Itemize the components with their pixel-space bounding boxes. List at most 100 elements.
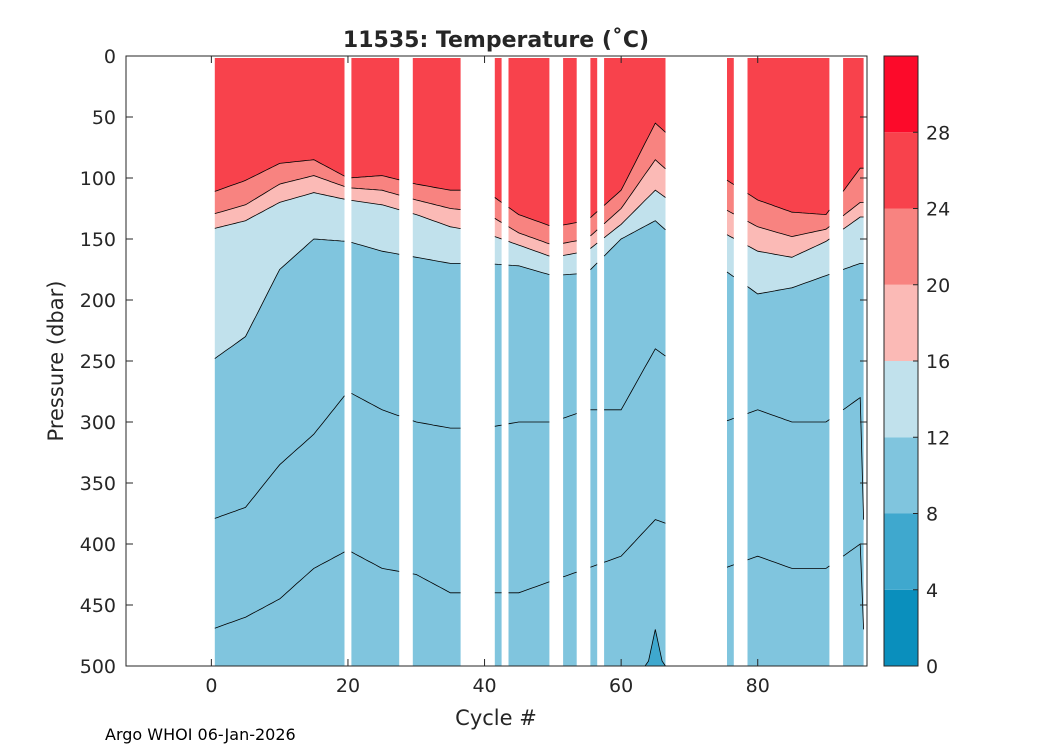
isotherm-line <box>508 264 550 275</box>
colorbar-swatch <box>884 56 918 133</box>
isotherm-line <box>562 571 577 578</box>
band-24-28 <box>494 58 502 203</box>
colorbar-tick-label: 24 <box>926 199 950 221</box>
band-16-20 <box>494 218 502 239</box>
isotherm-line <box>351 200 400 211</box>
isotherm-line <box>604 629 666 666</box>
isotherm-line <box>747 193 830 216</box>
y-tick-label: 200 <box>80 290 116 312</box>
y-axis-label: Pressure (dbar) <box>44 281 68 442</box>
isotherm-line <box>590 564 598 568</box>
band-20-24 <box>494 197 502 223</box>
band-20-24 <box>412 183 461 210</box>
isotherm-line <box>214 159 345 192</box>
isotherm-line <box>726 234 734 239</box>
band-8-12 <box>843 263 864 666</box>
isotherm-line <box>508 581 550 594</box>
isotherm-line <box>747 274 830 295</box>
colorbar: 0 4 8 12 16 20 24 28 <box>883 55 950 678</box>
isotherm-line <box>351 551 400 572</box>
isotherm-line <box>603 189 666 239</box>
isotherm-line <box>214 238 345 359</box>
footer-credit: Argo WHOI 06-Jan-2026 <box>105 725 296 744</box>
isotherm-line <box>351 392 400 417</box>
band-16-20 <box>727 210 734 239</box>
band-24-28 <box>508 58 550 226</box>
band-24-28 <box>590 58 598 218</box>
y-tick-label: 350 <box>80 473 116 495</box>
y-tick-label: 500 <box>80 656 116 678</box>
isotherm-line <box>412 420 461 429</box>
isotherm-line <box>603 122 666 206</box>
isotherm-line <box>726 271 735 278</box>
band-12-16 <box>843 217 864 270</box>
data-segment <box>412 58 461 666</box>
band-8-12 <box>214 239 345 666</box>
band-20-24 <box>747 193 830 237</box>
band-24-28 <box>563 58 577 225</box>
isotherm-line <box>351 175 400 181</box>
band-20-24 <box>604 123 666 224</box>
x-tick-label: 20 <box>336 675 360 697</box>
x-tick-label: 40 <box>472 675 496 697</box>
band-16-20 <box>843 202 864 230</box>
isotherm-line <box>842 167 864 192</box>
band-16-20 <box>747 221 830 258</box>
band-8-12 <box>747 274 830 666</box>
isotherm-line <box>726 564 734 568</box>
band-24-28 <box>843 58 864 192</box>
data-segment <box>603 58 666 666</box>
isotherm-line <box>747 220 830 238</box>
band-12-16 <box>604 190 666 257</box>
isotherm-line <box>508 241 550 257</box>
band-24-28 <box>214 58 345 192</box>
band-12-16 <box>590 243 598 270</box>
band-20-24 <box>508 207 550 244</box>
isotherm-line <box>590 229 598 237</box>
colorbar-tick-label: 8 <box>926 504 938 526</box>
band-20-24 <box>563 222 577 244</box>
isotherm-line <box>508 421 550 425</box>
isotherm-line <box>508 226 550 245</box>
data-segment <box>726 58 735 666</box>
isotherm-line <box>412 256 461 264</box>
band-8-12 <box>604 220 666 666</box>
colorbar-tick-label: 16 <box>926 351 950 373</box>
isotherm-line <box>563 273 577 276</box>
band-12-16 <box>494 236 502 265</box>
isotherm-line <box>412 213 461 229</box>
isotherm-line <box>747 238 830 258</box>
band-12-16 <box>214 192 345 359</box>
y-tick-label: 50 <box>92 107 116 129</box>
band-20-24 <box>727 180 734 214</box>
band-8-12 <box>727 271 734 666</box>
y-tick-label: 400 <box>80 534 116 556</box>
isotherm-line <box>563 222 577 226</box>
band-12-16 <box>412 213 461 264</box>
contour-field <box>214 58 864 666</box>
y-tick-label: 0 <box>104 46 116 68</box>
isotherm-line <box>494 197 502 203</box>
isotherm-line <box>412 182 461 191</box>
data-segment <box>562 58 577 666</box>
band-16-20 <box>412 199 461 229</box>
isotherm-line <box>590 262 598 270</box>
isotherm-line <box>603 220 666 257</box>
colorbar-tick-label: 28 <box>926 122 950 144</box>
isotherm-line <box>214 395 345 519</box>
band-16-20 <box>604 159 666 238</box>
band-16-20 <box>508 226 550 257</box>
isotherm-line <box>726 209 734 215</box>
isotherm-line <box>842 216 864 230</box>
y-tick-label: 300 <box>80 412 116 434</box>
band-16-20 <box>563 240 577 256</box>
isotherm-line <box>494 424 502 427</box>
band-24-28 <box>351 58 400 180</box>
isotherm-line <box>494 263 502 265</box>
data-segment <box>508 58 550 666</box>
band-20-24 <box>214 159 345 214</box>
band-12-16 <box>351 200 400 255</box>
colorbar-swatch <box>884 284 918 361</box>
isotherm-line <box>412 198 461 210</box>
colorbar-swatch <box>884 513 918 590</box>
